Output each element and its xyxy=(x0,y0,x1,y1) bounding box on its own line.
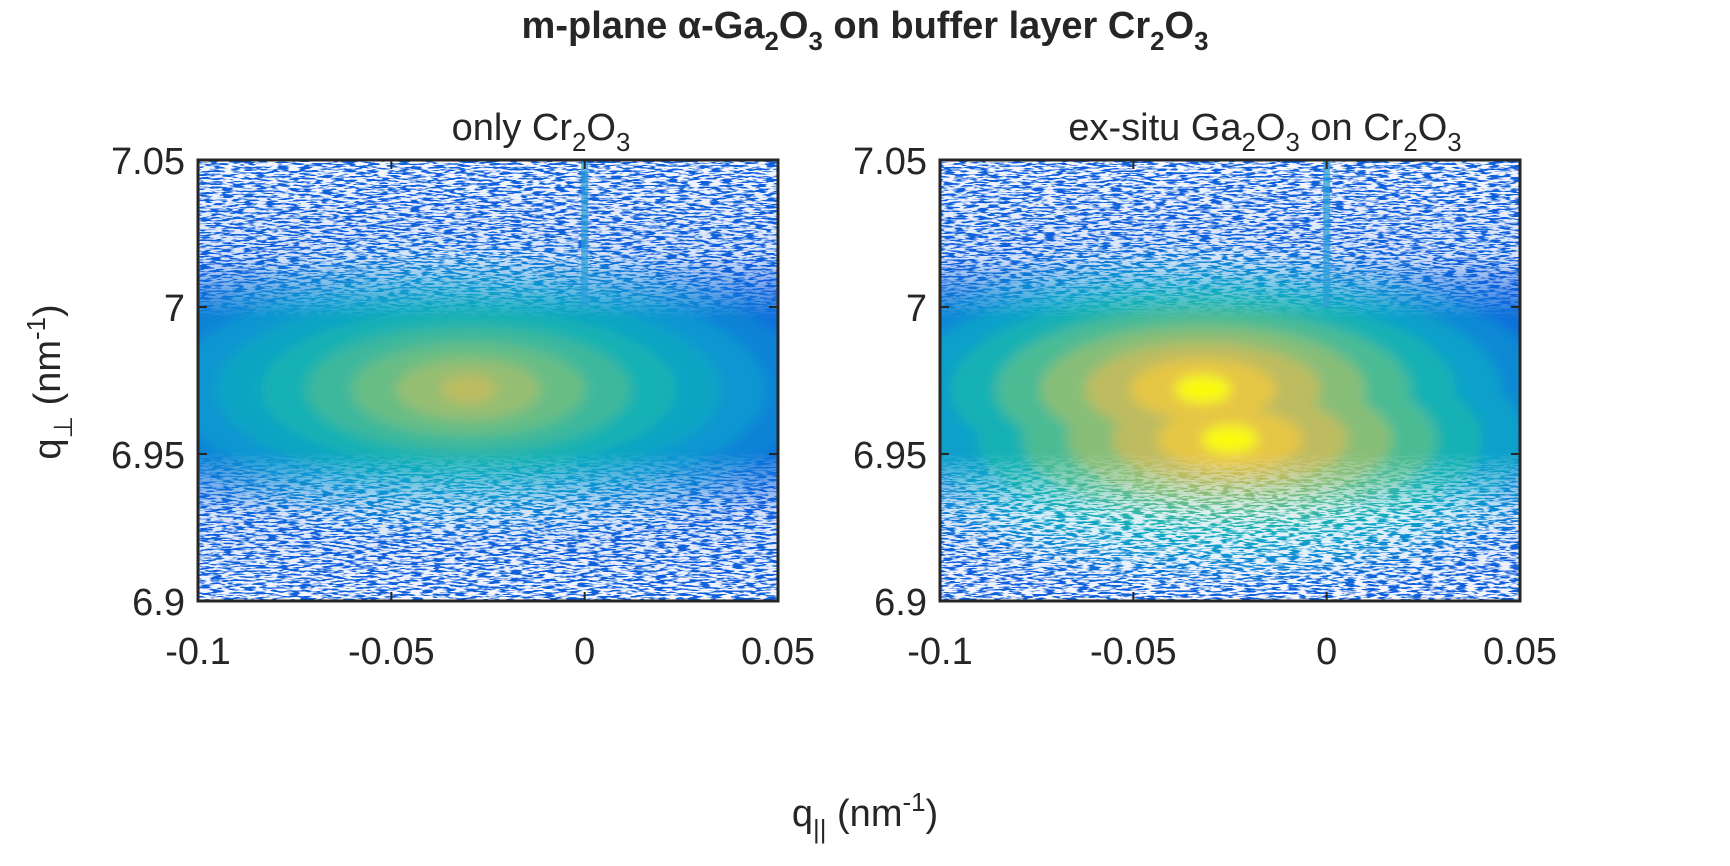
x-tick-label: -0.1 xyxy=(165,631,230,673)
panel-left-title: only Cr2O3 xyxy=(452,107,631,157)
y-tick-label: 6.9 xyxy=(132,582,185,624)
panel-left: only Cr2O3 -0.1 -0.05 0 0.05 6.9 6.95 7 7.05 xyxy=(111,107,815,673)
x-tick-label: -0.05 xyxy=(1090,631,1177,673)
y-tick-label: 7 xyxy=(906,288,927,330)
y-tick-label: 7.05 xyxy=(853,141,927,183)
x-tick-label: -0.1 xyxy=(907,631,972,673)
x-tick-label: 0.05 xyxy=(1483,631,1557,673)
x-tick-label: 0 xyxy=(1316,631,1337,673)
heatmap-left-noise xyxy=(198,160,778,601)
y-tick-label: 7 xyxy=(164,288,185,330)
x-tick-label: 0.05 xyxy=(741,631,815,673)
heatmap-left xyxy=(198,160,778,601)
x-tick-label: 0 xyxy=(574,631,595,673)
x-tick-label: -0.05 xyxy=(348,631,435,673)
panel-right: ex-situ Ga2O3 on Cr2O3 -0.1 -0.05 0 0.05 6.9… xyxy=(853,107,1557,673)
panel-left-frame xyxy=(196,158,780,603)
y-axis-label: q⊥ (nm-1) xyxy=(23,304,78,459)
panel-right-frame xyxy=(938,158,1522,603)
y-tick-label: 6.9 xyxy=(874,582,927,624)
panel-right-title: ex-situ Ga2O3 on Cr2O3 xyxy=(1068,107,1461,157)
y-tick-label: 6.95 xyxy=(853,435,927,477)
heatmap-right xyxy=(940,160,1520,601)
x-axis-label: q|| (nm-1) xyxy=(792,789,938,844)
figure-title: m-plane α-Ga2O3 on buffer layer Cr2O3 xyxy=(522,5,1209,56)
y-tick-label: 6.95 xyxy=(111,435,185,477)
y-tick-label: 7.05 xyxy=(111,141,185,183)
heatmap-right-noise xyxy=(940,160,1520,601)
